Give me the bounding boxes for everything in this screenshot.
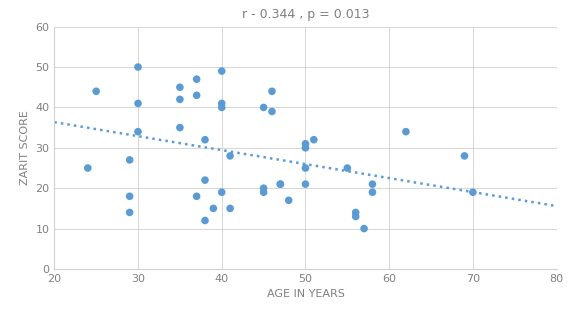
- Title: r - 0.344 , p = 0.013: r - 0.344 , p = 0.013: [242, 8, 369, 21]
- Point: [209, 206, 218, 211]
- Point: [351, 214, 360, 219]
- Point: [125, 194, 134, 199]
- Point: [301, 141, 310, 146]
- Point: [225, 206, 235, 211]
- Point: [368, 182, 377, 187]
- Point: [309, 137, 319, 142]
- Point: [217, 190, 227, 195]
- Point: [133, 101, 142, 106]
- Point: [125, 157, 134, 162]
- Point: [217, 105, 227, 110]
- Point: [192, 194, 201, 199]
- Point: [125, 210, 134, 215]
- Point: [284, 198, 293, 203]
- Point: [133, 129, 142, 134]
- Point: [267, 109, 276, 114]
- Point: [225, 153, 235, 158]
- Point: [217, 68, 227, 73]
- Point: [402, 129, 411, 134]
- Point: [276, 182, 285, 187]
- Point: [175, 125, 184, 130]
- Point: [259, 190, 268, 195]
- Point: [200, 178, 209, 183]
- Point: [83, 165, 92, 171]
- Point: [359, 226, 368, 231]
- Point: [460, 153, 469, 158]
- Point: [200, 218, 209, 223]
- Point: [92, 89, 101, 94]
- Point: [368, 190, 377, 195]
- Point: [175, 85, 184, 90]
- Point: [133, 65, 142, 70]
- Point: [200, 137, 209, 142]
- Y-axis label: ZARIT SCORE: ZARIT SCORE: [20, 111, 30, 185]
- Point: [301, 165, 310, 171]
- Point: [259, 186, 268, 191]
- Point: [351, 210, 360, 215]
- Point: [301, 145, 310, 150]
- Point: [175, 97, 184, 102]
- X-axis label: AGE IN YEARS: AGE IN YEARS: [267, 290, 344, 299]
- Point: [192, 93, 201, 98]
- Point: [343, 165, 352, 171]
- Point: [276, 182, 285, 187]
- Point: [267, 89, 276, 94]
- Point: [259, 105, 268, 110]
- Point: [217, 101, 227, 106]
- Point: [468, 190, 478, 195]
- Point: [192, 77, 201, 82]
- Point: [301, 182, 310, 187]
